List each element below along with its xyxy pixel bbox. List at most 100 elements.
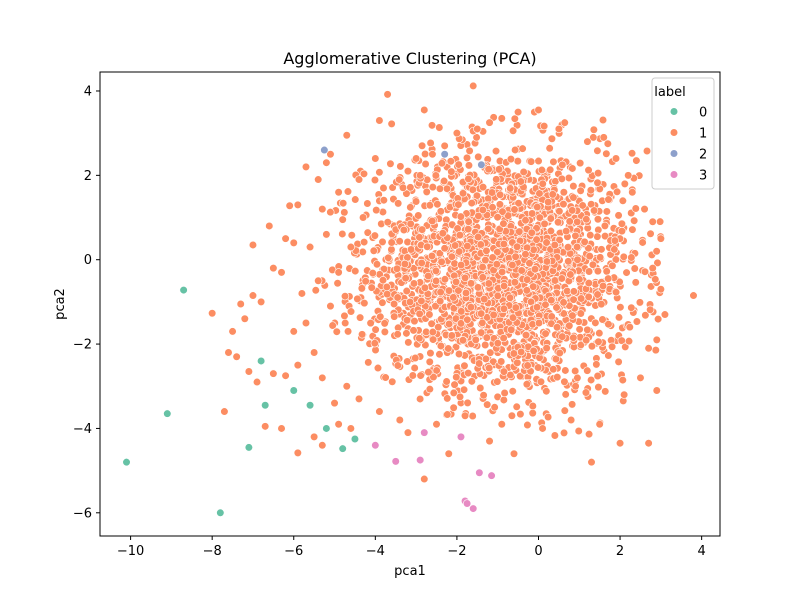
scatter-point-label-1 [597, 300, 606, 309]
scatter-point-label-1 [593, 290, 602, 299]
scatter-point-label-1 [559, 188, 568, 197]
scatter-point-label-1 [440, 176, 449, 186]
legend-marker-3 [669, 170, 679, 179]
scatter-point-label-1 [521, 250, 530, 259]
scatter-point-label-2 [320, 145, 329, 155]
scatter-point-label-1 [376, 312, 385, 321]
scatter-point-label-1 [608, 261, 617, 270]
scatter-point-label-1 [498, 207, 507, 216]
scatter-point-label-1 [281, 371, 290, 380]
scatter-point-label-1 [575, 325, 584, 334]
scatter-point-label-1 [517, 266, 526, 275]
scatter-point-label-1 [594, 225, 603, 235]
scatter-point-label-1 [386, 159, 395, 168]
chart-title: Agglomerative Clustering (PCA) [283, 49, 536, 68]
scatter-point-label-1 [584, 430, 594, 439]
points-layer [122, 81, 698, 517]
x-tick-label: 4 [698, 544, 706, 559]
scatter-point-label-1 [384, 253, 393, 262]
scatter-point-label-1 [314, 175, 323, 184]
scatter-point-label-1 [455, 231, 464, 240]
scatter-point-label-1 [257, 297, 266, 306]
scatter-point-label-1 [521, 331, 531, 340]
scatter-point-label-1 [630, 216, 639, 225]
scatter-point-label-1 [513, 242, 522, 251]
scatter-point-label-1 [473, 124, 482, 134]
scatter-point-label-1 [421, 159, 430, 169]
scatter-point-label-1 [297, 289, 307, 298]
scatter-point-label-1 [611, 154, 621, 163]
scatter-point-label-1 [459, 385, 469, 394]
scatter-point-label-1 [478, 262, 487, 272]
scatter-point-label-1 [411, 353, 420, 363]
scatter-point-label-1 [583, 325, 592, 334]
scatter-point-label-1 [454, 160, 463, 169]
scatter-point-label-1 [614, 357, 623, 366]
scatter-point-label-1 [618, 375, 627, 385]
scatter-point-label-1 [343, 327, 353, 336]
scatter-point-label-1 [369, 246, 378, 255]
scatter-point-label-1 [454, 349, 464, 359]
scatter-point-label-1 [576, 340, 586, 350]
scatter-point-label-1 [392, 264, 402, 273]
scatter-point-label-1 [463, 398, 472, 408]
scatter-point-label-1 [409, 326, 418, 335]
scatter-point-label-1 [474, 232, 483, 242]
scatter-point-label-1 [599, 133, 608, 142]
scatter-point-label-1 [560, 406, 569, 415]
scatter-point-label-1 [620, 390, 629, 399]
scatter-point-label-1 [402, 286, 411, 296]
scatter-point-label-1 [617, 227, 627, 236]
scatter-point-label-1 [628, 225, 637, 234]
scatter-point-label-1 [603, 139, 612, 148]
legend-label-0: 0 [699, 106, 707, 121]
scatter-point-label-1 [425, 357, 434, 366]
scatter-point-label-1 [285, 201, 294, 210]
scatter-point-label-1 [450, 259, 459, 268]
scatter-point-label-1 [620, 179, 629, 188]
scatter-point-label-1 [380, 327, 389, 337]
scatter-point-label-1 [380, 319, 389, 328]
scatter-point-label-1 [403, 357, 412, 366]
scatter-point-label-1 [468, 185, 477, 194]
scatter-point-label-1 [383, 290, 392, 299]
scatter-point-label-1 [356, 313, 365, 322]
legend-frame [651, 77, 715, 190]
scatter-point-label-1 [381, 373, 390, 382]
scatter-point-label-1 [436, 297, 445, 306]
scatter-point-label-1 [449, 388, 458, 398]
scatter-point-label-1 [403, 167, 413, 176]
scatter-point-label-1 [444, 344, 453, 353]
scatter-point-label-1 [371, 154, 380, 163]
scatter-point-label-1 [464, 217, 473, 226]
scatter-point-label-1 [546, 214, 555, 223]
scatter-point-label-3 [487, 471, 496, 480]
scatter-point-label-1 [493, 291, 502, 301]
scatter-point-label-1 [619, 252, 628, 261]
scatter-point-label-1 [535, 189, 544, 198]
scatter-point-label-1 [631, 278, 640, 287]
scatter-point-label-1 [584, 267, 594, 276]
scatter-point-label-1 [562, 227, 571, 236]
scatter-point-label-1 [463, 315, 472, 324]
scatter-point-label-0 [244, 443, 253, 452]
scatter-point-label-1 [414, 211, 423, 220]
scatter-point-label-1 [489, 310, 498, 320]
scatter-point-label-1 [528, 408, 537, 418]
scatter-point-label-1 [530, 265, 540, 274]
scatter-point-label-1 [354, 394, 364, 404]
scatter-point-label-1 [402, 329, 411, 338]
scatter-point-label-1 [431, 266, 441, 275]
scatter-point-label-1 [477, 328, 486, 337]
scatter-point-label-1 [544, 198, 553, 207]
scatter-point-label-1 [224, 348, 233, 357]
scatter-point-label-1 [604, 274, 613, 283]
scatter-point-label-3 [420, 428, 429, 437]
scatter-point-label-1 [265, 221, 274, 231]
scatter-point-label-1 [534, 363, 543, 372]
scatter-point-label-0 [322, 424, 331, 433]
scatter-point-label-1 [454, 286, 463, 295]
scatter-point-label-1 [343, 187, 353, 196]
scatter-point-label-1 [318, 373, 327, 382]
scatter-point-label-1 [615, 439, 625, 448]
